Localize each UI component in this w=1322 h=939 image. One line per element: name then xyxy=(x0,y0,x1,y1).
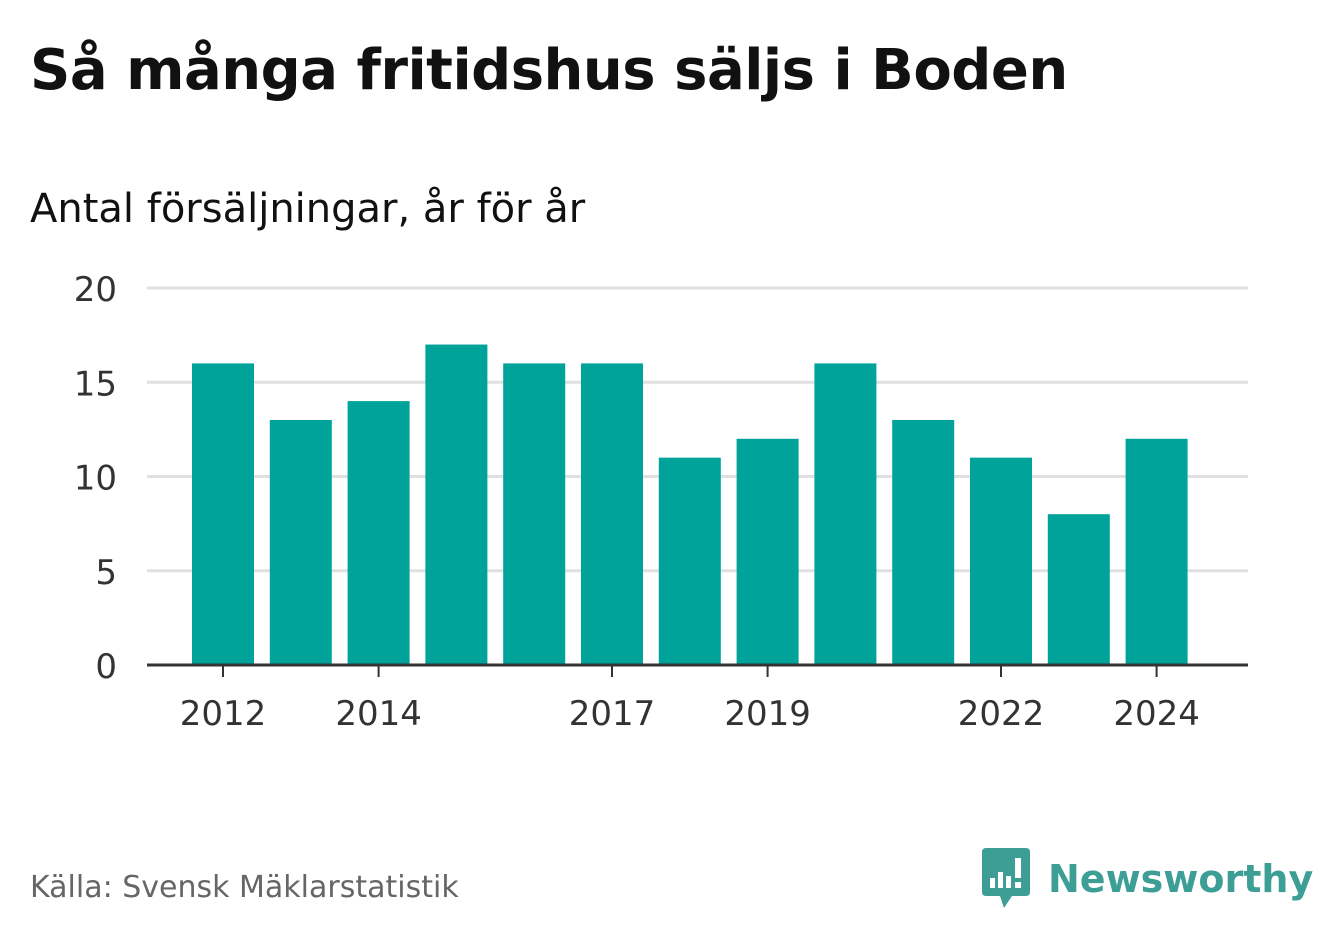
bar-2021 xyxy=(892,419,955,665)
y-tick-label: 10 xyxy=(74,459,117,499)
bar-2018 xyxy=(658,457,721,665)
bar-2020 xyxy=(814,363,877,665)
bar-2019 xyxy=(736,438,799,665)
newsworthy-logo: Newsworthy xyxy=(982,848,1313,910)
bar-2022 xyxy=(970,457,1032,665)
y-tick-label: 15 xyxy=(74,364,117,404)
bar-2013 xyxy=(269,419,332,665)
x-tick-label: 2024 xyxy=(1113,694,1200,734)
y-tick-label: 5 xyxy=(95,553,117,593)
bar-2016 xyxy=(503,363,566,665)
bar-2015 xyxy=(425,344,488,665)
x-tick-label: 2014 xyxy=(335,694,422,734)
y-tick-label: 0 xyxy=(95,647,117,687)
newsworthy-logo-icon xyxy=(982,848,1030,908)
chart-subtitle: Antal försäljningar, år för år xyxy=(30,186,586,232)
x-tick-label: 2012 xyxy=(180,694,267,734)
newsworthy-wordmark: Newsworthy xyxy=(1048,857,1314,901)
bar-2023 xyxy=(1047,514,1110,665)
chart-title: Så många fritidshus säljs i Boden xyxy=(30,38,1068,103)
bar-2014 xyxy=(347,401,410,665)
x-tick-label: 2019 xyxy=(724,694,811,734)
x-tick-label: 2022 xyxy=(958,694,1045,734)
bar-chart: 0 5 10 15 20 2012 2014 2017 2019 2022 2024 xyxy=(74,270,1248,734)
bar-2017 xyxy=(581,363,643,665)
y-tick-label: 20 xyxy=(74,270,117,310)
bar-2024 xyxy=(1125,438,1188,665)
x-tick-label: 2017 xyxy=(569,694,656,734)
source-note: Källa: Svensk Mäklarstatistik xyxy=(30,870,459,905)
bar-2012 xyxy=(192,363,254,665)
